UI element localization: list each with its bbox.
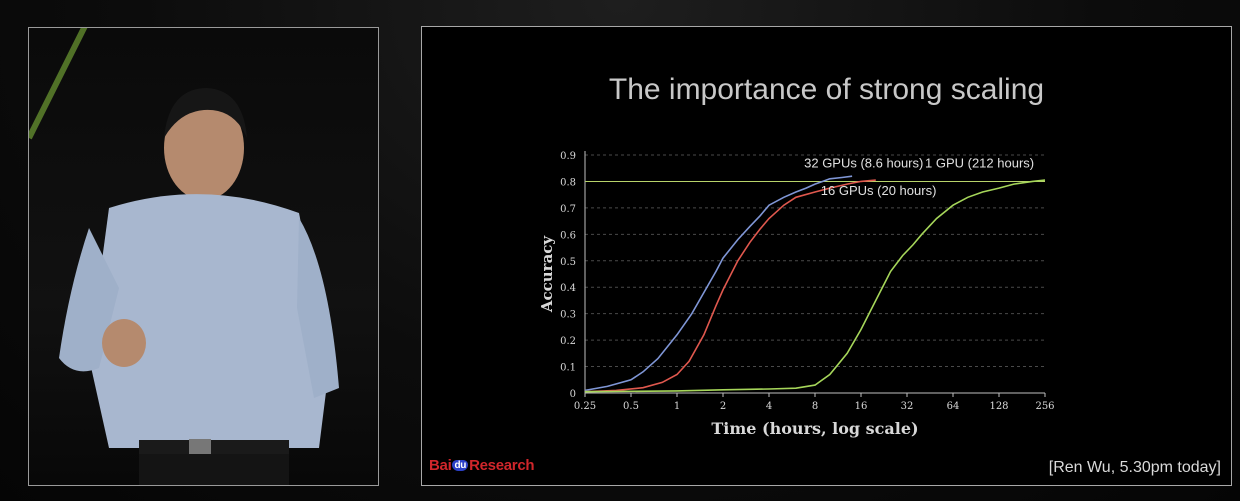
y-tick-label: 0.4 <box>560 283 576 294</box>
series-annotation: 16 GPUs (20 hours) <box>821 183 937 198</box>
x-tick-label: 32 <box>901 401 914 412</box>
speaker-video-panel <box>28 27 379 486</box>
accuracy-chart: 0 0.1 0.2 0.3 0.4 0.5 0.6 0.7 0.8 0.9 0.25 0.5 1 2 4 8 1… <box>538 151 1055 438</box>
x-tick-label: 1 <box>674 401 680 412</box>
y-tick-label: 0.5 <box>560 257 576 268</box>
x-tick-label: 128 <box>989 401 1008 412</box>
x-tick-label: 4 <box>766 401 772 412</box>
y-tick-label: 0.9 <box>560 151 576 162</box>
slide-title: The importance of strong scaling <box>608 73 1045 106</box>
y-tick-label: 0 <box>570 389 576 400</box>
y-tick-label: 0.7 <box>560 204 576 215</box>
y-tick-label: 0.6 <box>560 230 576 241</box>
y-tick-label: 0.8 <box>560 177 576 188</box>
series-line-2 <box>584 179 1046 393</box>
x-tick-label: 2 <box>720 401 726 412</box>
x-axis-label: Time (hours, log scale) <box>711 419 918 438</box>
series-annotation: 32 GPUs (8.6 hours) <box>804 156 923 171</box>
baidu-research-logo: Bai du Research <box>429 457 535 474</box>
x-tick-label: 0.25 <box>574 401 596 412</box>
speaker-figure <box>29 28 339 485</box>
x-tick-label: 16 <box>855 401 868 412</box>
series-line-0 <box>584 175 853 392</box>
series-line-1 <box>584 179 876 393</box>
x-tick-label: 0.5 <box>623 401 639 412</box>
y-tick-label: 0.1 <box>560 363 576 374</box>
y-tick-label: 0.2 <box>560 336 576 347</box>
x-tick-label: 64 <box>947 401 960 412</box>
series-annotation: 1 GPU (212 hours) <box>925 156 1034 171</box>
y-tick-label: 0.3 <box>560 310 576 321</box>
x-tick-label: 256 <box>1035 401 1054 412</box>
slide-panel: The importance of strong scaling 0 0.1 0.2… <box>421 26 1232 486</box>
citation: [Ren Wu, 5.30pm today] <box>1048 459 1221 476</box>
y-axis-label: Accuracy <box>538 235 556 314</box>
x-tick-label: 8 <box>812 401 818 412</box>
